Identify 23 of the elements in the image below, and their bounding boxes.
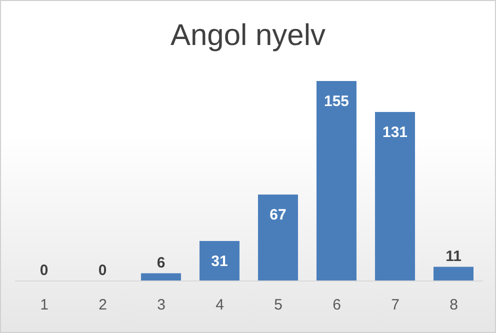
data-label: 6 — [156, 254, 166, 272]
data-label: 0 — [98, 262, 107, 279]
x-tick-label: 4 — [216, 296, 224, 314]
x-tick-label: 6 — [332, 296, 341, 314]
bar — [316, 81, 356, 281]
x-tick-label: 8 — [450, 296, 458, 314]
bar — [258, 194, 298, 281]
bar — [434, 266, 474, 281]
data-label: 155 — [324, 93, 350, 110]
bar — [141, 273, 181, 281]
data-label: 0 — [40, 262, 48, 279]
x-tick-label: 5 — [274, 296, 282, 314]
bar — [200, 241, 240, 281]
data-label: 31 — [211, 253, 228, 270]
x-tick-label: 3 — [157, 296, 166, 314]
data-label: 67 — [270, 206, 286, 224]
data-label: 131 — [382, 124, 408, 141]
data-label: 11 — [446, 248, 462, 265]
x-tick-label: 7 — [391, 296, 400, 314]
x-tick-label: 1 — [40, 296, 48, 314]
chart-title: Angol nyelv — [169, 19, 327, 53]
x-tick-label: 2 — [98, 296, 107, 314]
bar — [375, 112, 415, 281]
